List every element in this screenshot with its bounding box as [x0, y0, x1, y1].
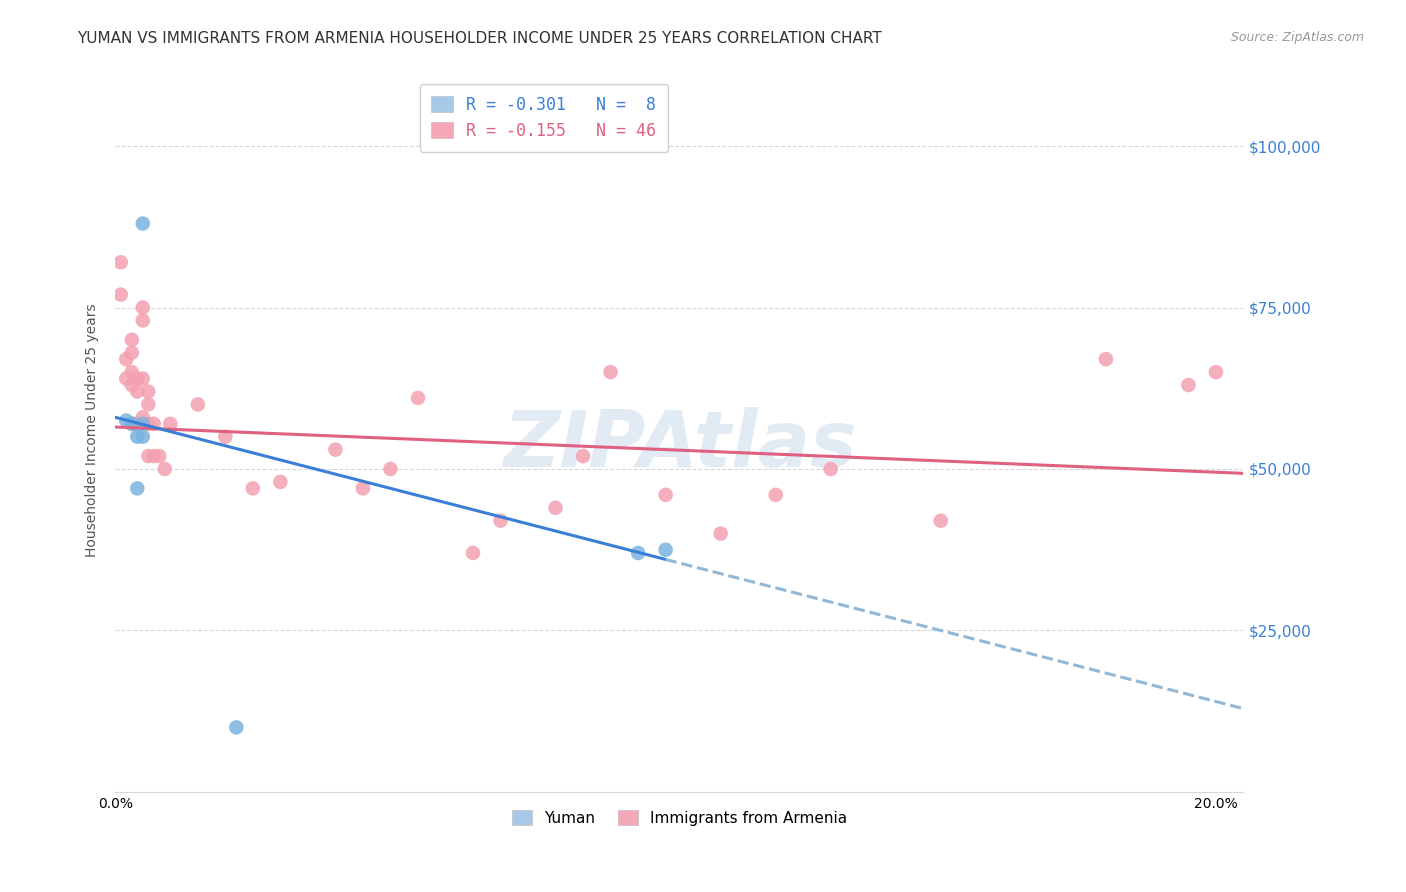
- Point: [820, 462, 842, 476]
- Text: Source: ZipAtlas.com: Source: ZipAtlas.com: [1230, 31, 1364, 45]
- Point: [599, 365, 621, 379]
- Point: [127, 371, 149, 385]
- Point: [1205, 365, 1227, 379]
- Point: [127, 430, 149, 444]
- Point: [654, 542, 676, 557]
- Legend: Yuman, Immigrants from Armenia: Yuman, Immigrants from Armenia: [502, 801, 856, 835]
- Point: [132, 430, 155, 444]
- Point: [406, 391, 429, 405]
- Point: [121, 333, 143, 347]
- Point: [380, 462, 402, 476]
- Point: [121, 365, 143, 379]
- Point: [159, 417, 181, 431]
- Point: [121, 417, 143, 431]
- Point: [710, 526, 733, 541]
- Point: [121, 378, 143, 392]
- Point: [142, 417, 165, 431]
- Point: [136, 417, 159, 431]
- Point: [121, 417, 143, 431]
- Point: [214, 430, 236, 444]
- Point: [115, 413, 138, 427]
- Point: [136, 384, 159, 399]
- Text: ZIPAtlas: ZIPAtlas: [502, 407, 856, 483]
- Point: [461, 546, 484, 560]
- Point: [115, 352, 138, 367]
- Text: YUMAN VS IMMIGRANTS FROM ARMENIA HOUSEHOLDER INCOME UNDER 25 YEARS CORRELATION C: YUMAN VS IMMIGRANTS FROM ARMENIA HOUSEHO…: [77, 31, 882, 46]
- Y-axis label: Householder Income Under 25 years: Householder Income Under 25 years: [86, 303, 100, 557]
- Point: [132, 301, 155, 315]
- Point: [153, 462, 176, 476]
- Point: [544, 500, 567, 515]
- Point: [121, 345, 143, 359]
- Point: [765, 488, 787, 502]
- Point: [132, 217, 155, 231]
- Point: [269, 475, 291, 489]
- Point: [187, 397, 209, 411]
- Point: [325, 442, 347, 457]
- Point: [1177, 378, 1199, 392]
- Point: [142, 449, 165, 463]
- Point: [148, 449, 170, 463]
- Point: [127, 384, 149, 399]
- Point: [127, 417, 149, 431]
- Point: [132, 417, 155, 431]
- Point: [654, 488, 676, 502]
- Point: [225, 720, 247, 734]
- Point: [572, 449, 595, 463]
- Point: [127, 482, 149, 496]
- Point: [132, 371, 155, 385]
- Point: [115, 371, 138, 385]
- Point: [132, 410, 155, 425]
- Point: [627, 546, 650, 560]
- Point: [132, 313, 155, 327]
- Point: [136, 397, 159, 411]
- Point: [929, 514, 952, 528]
- Point: [110, 287, 132, 301]
- Point: [110, 255, 132, 269]
- Point: [242, 482, 264, 496]
- Point: [1095, 352, 1118, 367]
- Point: [489, 514, 512, 528]
- Point: [136, 449, 159, 463]
- Point: [352, 482, 374, 496]
